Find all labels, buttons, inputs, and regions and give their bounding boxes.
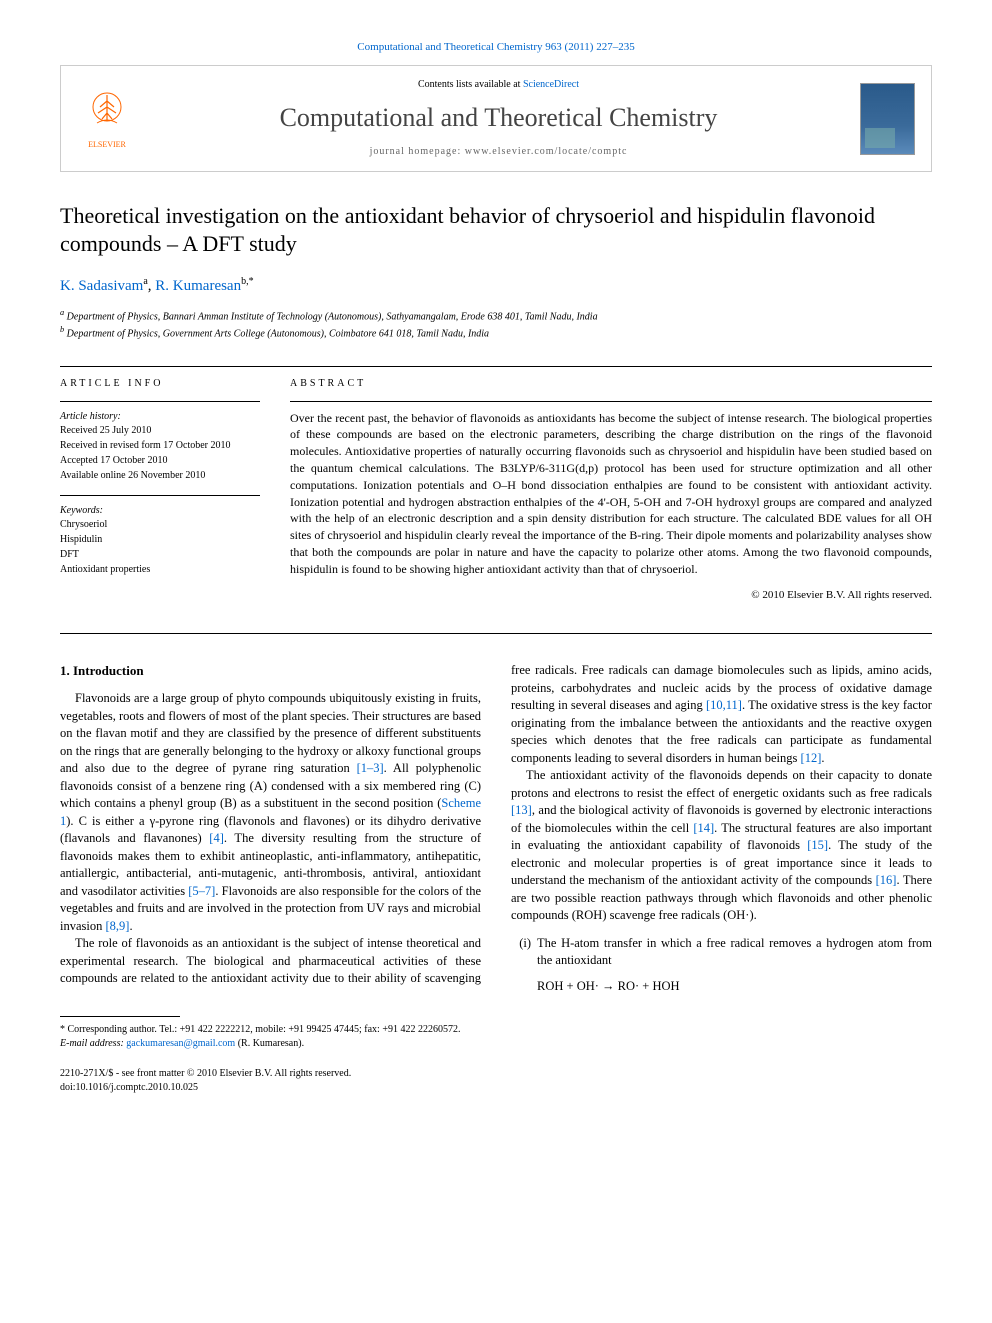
cite-10-11[interactable]: [10,11] [706, 698, 742, 712]
journal-homepage: journal homepage: www.elsevier.com/locat… [153, 145, 844, 159]
header-citation: Computational and Theoretical Chemistry … [60, 40, 932, 55]
abstract-text: Over the recent past, the behavior of fl… [290, 410, 932, 578]
divider-mid [60, 633, 932, 634]
p1f-text: . [129, 919, 132, 933]
info-divider-1 [60, 401, 260, 402]
cite-8-9[interactable]: [8,9] [105, 919, 129, 933]
abstract-heading: ABSTRACT [290, 377, 932, 391]
history-accepted: Accepted 17 October 2010 [60, 454, 260, 468]
article-info-heading: ARTICLE INFO [60, 377, 260, 391]
cite-12[interactable]: [12] [801, 751, 822, 765]
corresponding-footnote: * Corresponding author. Tel.: +91 422 22… [60, 1023, 932, 1051]
abstract-col: ABSTRACT Over the recent past, the behav… [290, 377, 932, 603]
sciencedirect-link[interactable]: ScienceDirect [523, 79, 579, 90]
info-divider-2 [60, 495, 260, 496]
history-online: Available online 26 November 2010 [60, 469, 260, 483]
journal-center: Contents lists available at ScienceDirec… [153, 78, 844, 158]
affiliation-a: a Department of Physics, Bannari Amman I… [60, 307, 932, 324]
article-title: Theoretical investigation on the antioxi… [60, 202, 932, 259]
author-1[interactable]: K. Sadasivam [60, 278, 143, 294]
affiliations: a Department of Physics, Bannari Amman I… [60, 307, 932, 342]
author-2-aff: b, [241, 276, 249, 287]
intro-para-1: Flavonoids are a large group of phyto co… [60, 690, 481, 935]
corr-author-text: * Corresponding author. Tel.: +91 422 22… [60, 1023, 932, 1037]
keywords-heading: Keywords: [60, 504, 260, 518]
info-abstract-row: ARTICLE INFO Article history: Received 2… [60, 377, 932, 603]
author-2[interactable]: R. Kumaresan [155, 278, 241, 294]
mechanism-1: (i) The H-atom transfer in which a free … [511, 935, 932, 970]
footnote-divider [60, 1016, 180, 1017]
keyword-2: Hispidulin [60, 533, 260, 547]
intro-para-3: The antioxidant activity of the flavonoi… [511, 767, 932, 925]
authors-line: K. Sadasivama, R. Kumaresanb,* [60, 275, 932, 297]
intro-heading: 1. Introduction [60, 662, 481, 680]
aff-b-text: Department of Physics, Government Arts C… [67, 329, 489, 340]
keywords-lines: Chrysoeriol Hispidulin DFT Antioxidant p… [60, 518, 260, 577]
contents-line: Contents lists available at ScienceDirec… [153, 78, 844, 92]
cite-13[interactable]: [13] [511, 803, 532, 817]
affiliation-b: b Department of Physics, Government Arts… [60, 324, 932, 341]
journal-header-box: ELSEVIER Contents lists available at Sci… [60, 65, 932, 171]
footer-copyright: 2210-271X/$ - see front matter © 2010 El… [60, 1067, 932, 1095]
abstract-copyright: © 2010 Elsevier B.V. All rights reserved… [290, 588, 932, 603]
p2c-text: . [821, 751, 824, 765]
keyword-1: Chrysoeriol [60, 518, 260, 532]
author-2-corr: * [249, 276, 254, 287]
elsevier-name: ELSEVIER [88, 139, 126, 150]
elsevier-logo: ELSEVIER [77, 84, 137, 154]
cite-14[interactable]: [14] [693, 821, 714, 835]
journal-name: Computational and Theoretical Chemistry [153, 100, 844, 136]
reaction-1: ROH + OH· → RO· + HOH [537, 978, 932, 996]
elsevier-tree-icon [82, 87, 132, 137]
cite-5-7[interactable]: [5–7] [188, 884, 215, 898]
abstract-divider [290, 401, 932, 402]
cite-1-3[interactable]: [1–3] [357, 761, 384, 775]
history-heading: Article history: [60, 410, 260, 424]
journal-cover-thumbnail [860, 83, 915, 155]
article-info-col: ARTICLE INFO Article history: Received 2… [60, 377, 260, 603]
history-revised: Received in revised form 17 October 2010 [60, 439, 260, 453]
cite-15[interactable]: [15] [807, 838, 828, 852]
cite-16[interactable]: [16] [876, 873, 897, 887]
aff-b-mark: b [60, 325, 64, 334]
email-address[interactable]: gackumaresan@gmail.com [126, 1038, 235, 1049]
issn-line: 2210-271X/$ - see front matter © 2010 El… [60, 1067, 932, 1081]
aff-a-text: Department of Physics, Bannari Amman Ins… [67, 311, 598, 322]
aff-a-mark: a [60, 308, 64, 317]
email-person: (R. Kumaresan). [238, 1038, 304, 1049]
email-line: E-mail address: gackumaresan@gmail.com (… [60, 1037, 932, 1051]
mech-1-num: (i) [511, 935, 531, 970]
mechanism-list: (i) The H-atom transfer in which a free … [511, 935, 932, 996]
history-lines: Received 25 July 2010 Received in revise… [60, 424, 260, 483]
doi-line: doi:10.1016/j.comptc.2010.10.025 [60, 1081, 932, 1095]
divider-top [60, 366, 932, 367]
keyword-4: Antioxidant properties [60, 563, 260, 577]
p3a-text: The antioxidant activity of the flavonoi… [511, 768, 932, 800]
keyword-3: DFT [60, 548, 260, 562]
history-received: Received 25 July 2010 [60, 424, 260, 438]
email-label: E-mail address: [60, 1038, 124, 1049]
contents-text: Contents lists available at [418, 79, 523, 90]
author-1-aff: a [143, 276, 147, 287]
mech-1-text: The H-atom transfer in which a free radi… [537, 935, 932, 970]
cite-4[interactable]: [4] [209, 831, 224, 845]
body-columns: 1. Introduction Flavonoids are a large g… [60, 662, 932, 995]
